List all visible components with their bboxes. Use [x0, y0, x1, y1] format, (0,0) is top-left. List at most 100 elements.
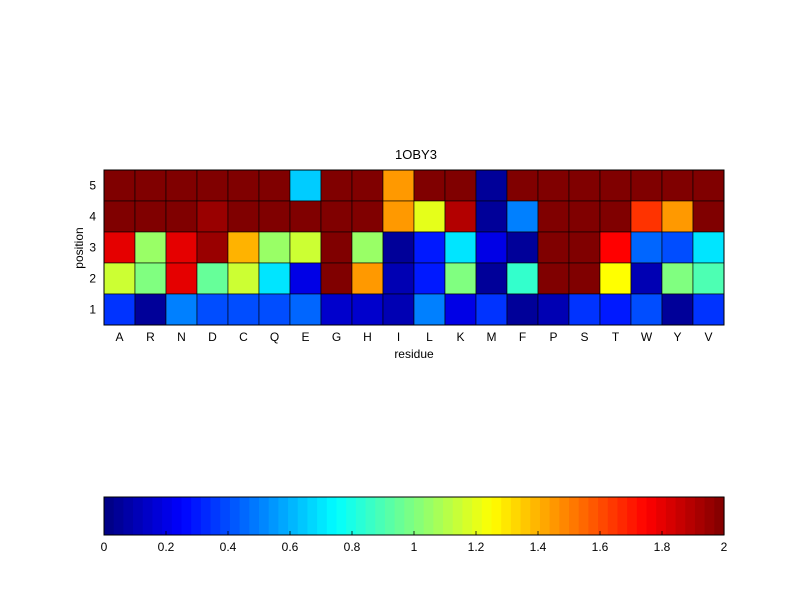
- x-tick-label: C: [239, 330, 248, 344]
- heatmap-cell: [692, 231, 725, 264]
- heatmap-cell: [630, 231, 663, 264]
- colorbar-segment: [627, 497, 638, 535]
- colorbar-segment: [365, 497, 376, 535]
- heatmap-cell: [289, 169, 322, 202]
- colorbar-tick-label: 1.2: [468, 540, 485, 554]
- heatmap-cell: [630, 200, 663, 233]
- heatmap-cell: [630, 262, 663, 295]
- heatmap-cell: [630, 169, 663, 202]
- colorbar-segment: [588, 497, 599, 535]
- y-tick-label: 4: [89, 210, 96, 224]
- heatmap-cell: [506, 231, 539, 264]
- heatmap-cell: [227, 293, 260, 326]
- colorbar-segment: [694, 497, 706, 535]
- heatmap-cell: [320, 169, 353, 202]
- heatmap-cell: [382, 200, 415, 233]
- heatmap-cell: [165, 200, 198, 233]
- colorbar-segment: [685, 497, 696, 535]
- heatmap-cell: [134, 262, 167, 295]
- heatmap-cell: [382, 262, 415, 295]
- heatmap-cell: [661, 169, 694, 202]
- heatmap-cell: [475, 293, 508, 326]
- colorbar-segment: [171, 497, 183, 535]
- colorbar-segment: [491, 497, 502, 535]
- heatmap-cell: [382, 293, 415, 326]
- colorbar-tick-label: 2: [721, 540, 728, 554]
- colorbar-segment: [375, 497, 386, 535]
- chart-title: 1OBY3: [395, 147, 437, 162]
- colorbar-segment: [278, 497, 289, 535]
- y-tick-labels: 5 4 3 2 1: [89, 179, 96, 317]
- heatmap-cell: [537, 200, 570, 233]
- colorbar-segment: [384, 497, 396, 535]
- heatmap-cell: [599, 293, 632, 326]
- heatmap-cell: [165, 262, 198, 295]
- colorbar-segment: [346, 497, 357, 535]
- heatmap-cell: [537, 262, 570, 295]
- colorbar: [104, 497, 725, 535]
- colorbar-segment: [336, 497, 347, 535]
- x-tick-label: Y: [673, 330, 681, 344]
- heatmap-cell: [103, 262, 136, 295]
- x-axis-label: residue: [394, 347, 434, 361]
- colorbar-tick-label: 0.4: [220, 540, 237, 554]
- y-axis-label: position: [72, 227, 86, 268]
- heatmap-cell: [103, 169, 136, 202]
- heatmap-cell: [661, 231, 694, 264]
- heatmap-cell: [444, 231, 477, 264]
- x-tick-label: D: [208, 330, 217, 344]
- colorbar-segment: [433, 497, 444, 535]
- colorbar-tick-labels: 0 0.2 0.4 0.6 0.8 1 1.2 1.4 1.6 1.8 2: [101, 531, 728, 554]
- heatmap-cell: [351, 231, 384, 264]
- colorbar-segment: [452, 497, 464, 535]
- heatmap-cell: [134, 200, 167, 233]
- heatmap-cell: [599, 200, 632, 233]
- y-tick-label: 1: [89, 303, 96, 317]
- colorbar-segment: [423, 497, 434, 535]
- colorbar-segment: [472, 497, 483, 535]
- heatmap-cell: [475, 169, 508, 202]
- colorbar-segment: [404, 497, 415, 535]
- heatmap-cell: [289, 231, 322, 264]
- colorbar-segment: [617, 497, 628, 535]
- heatmap-cell: [165, 293, 198, 326]
- heatmap-cell: [227, 200, 260, 233]
- heatmap-cell: [196, 262, 229, 295]
- y-tick-label: 5: [89, 179, 96, 193]
- colorbar-segment: [510, 497, 522, 535]
- heatmap-cell: [227, 231, 260, 264]
- colorbar-segment: [607, 497, 619, 535]
- colorbar-segment: [481, 497, 493, 535]
- heatmap-cell: [537, 231, 570, 264]
- heatmap-cell: [258, 262, 291, 295]
- heatmap-cell: [351, 200, 384, 233]
- heatmap-cell: [196, 169, 229, 202]
- x-tick-label: F: [519, 330, 526, 344]
- heatmap-cell: [289, 262, 322, 295]
- colorbar-tick-label: 0.8: [344, 540, 361, 554]
- colorbar-segment: [220, 497, 231, 535]
- colorbar-segment: [665, 497, 677, 535]
- heatmap-cell: [351, 169, 384, 202]
- colorbar-tick-label: 1.6: [592, 540, 609, 554]
- colorbar-segment: [578, 497, 589, 535]
- colorbar-segment: [307, 497, 318, 535]
- colorbar-segment: [501, 497, 512, 535]
- plot-frame: [103, 169, 725, 326]
- colorbar-segment: [394, 497, 405, 535]
- colorbar-segment: [656, 497, 667, 535]
- heatmap-cell: [165, 169, 198, 202]
- colorbar-segment: [520, 497, 531, 535]
- colorbar-segment: [414, 497, 425, 535]
- heatmap-cell: [103, 200, 136, 233]
- heatmap-cell: [134, 169, 167, 202]
- heatmap-cell: [475, 200, 508, 233]
- x-tick-label: H: [363, 330, 372, 344]
- heatmap-cell: [196, 231, 229, 264]
- x-tick-label: G: [332, 330, 341, 344]
- heatmap-cell: [320, 231, 353, 264]
- heatmap-cell: [599, 262, 632, 295]
- colorbar-tick-label: 1.8: [654, 540, 671, 554]
- heatmap-cell: [289, 200, 322, 233]
- y-tick-label: 3: [89, 241, 96, 255]
